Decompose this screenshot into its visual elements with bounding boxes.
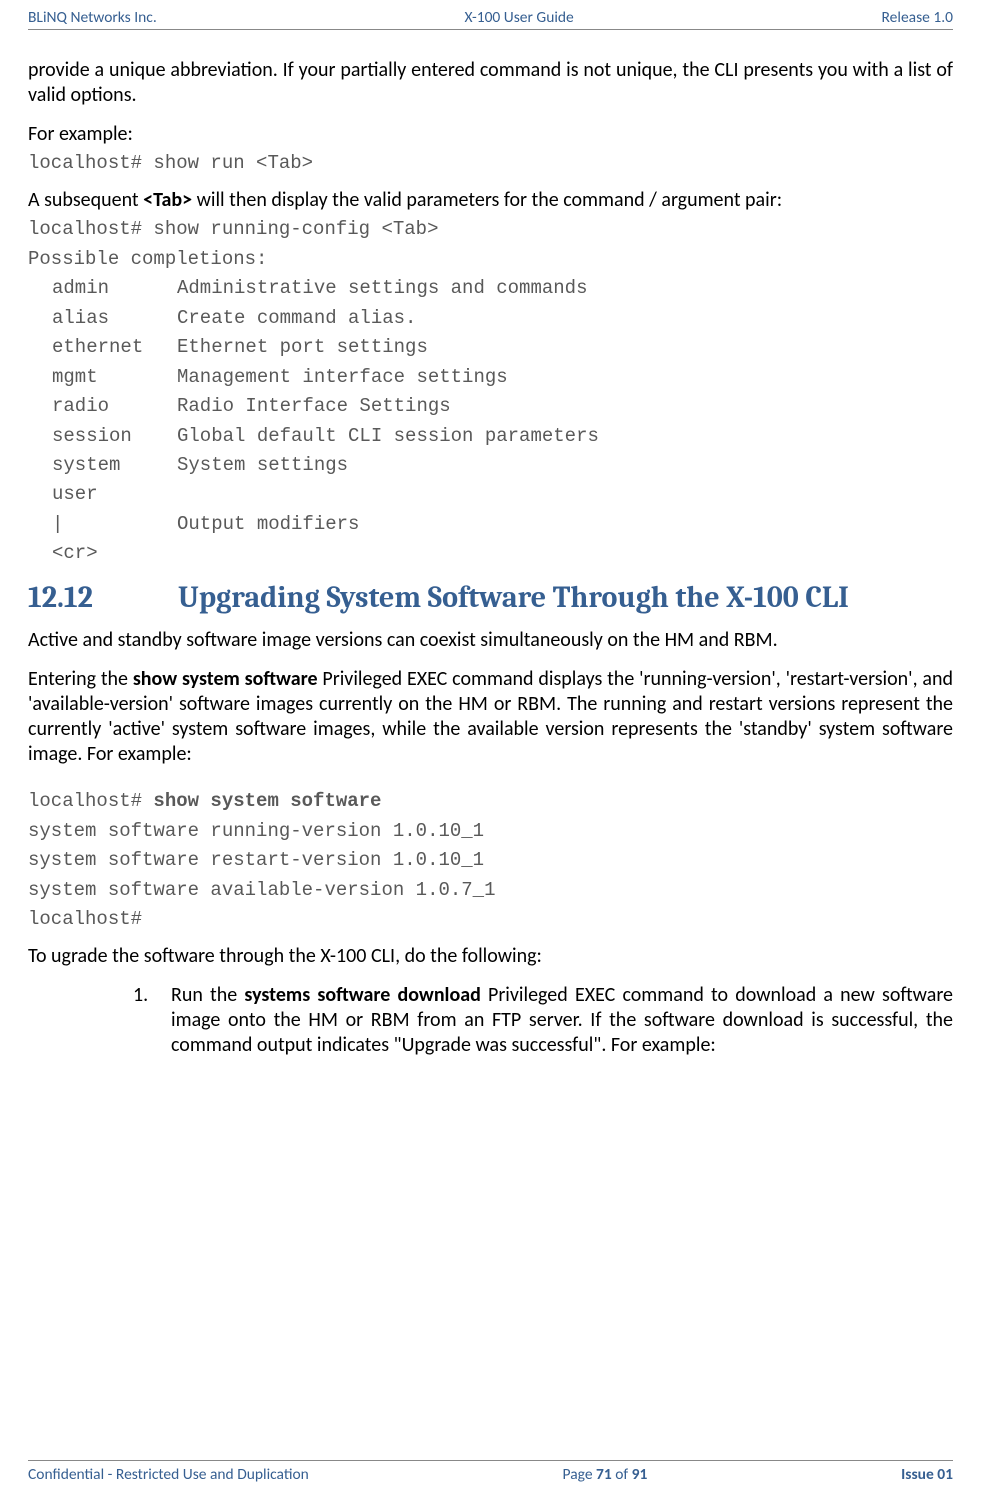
completion-keyword: user xyxy=(52,480,177,509)
current-page: 71 xyxy=(596,1465,612,1484)
completion-description: Global default CLI session parameters xyxy=(177,422,599,451)
footer-page-number: Page 71 of 91 xyxy=(563,1465,648,1484)
completion-keyword: admin xyxy=(52,274,177,303)
completion-keyword: <cr> xyxy=(52,539,177,568)
paragraph: To ugrade the software through the X-100… xyxy=(28,944,953,969)
command: show system software xyxy=(153,790,381,812)
code-block: localhost# show running-config <Tab> Pos… xyxy=(28,215,953,568)
paragraph: Entering the show system software Privil… xyxy=(28,667,953,767)
footer-confidential: Confidential - Restricted Use and Duplic… xyxy=(28,1465,309,1484)
text: will then display the valid parameters f… xyxy=(192,188,782,212)
paragraph: Active and standby software image versio… xyxy=(28,628,953,653)
footer-issue: Issue 01 xyxy=(901,1465,953,1484)
header-rule xyxy=(28,29,953,30)
footer-rule xyxy=(28,1460,953,1461)
text: Page xyxy=(563,1465,596,1484)
code-line: localhost# show system software xyxy=(28,787,953,816)
completion-row: user xyxy=(28,480,953,509)
code-block: localhost# show system software system s… xyxy=(28,787,953,934)
completion-keyword: radio xyxy=(52,392,177,421)
completion-row: mgmtManagement interface settings xyxy=(28,363,953,392)
page-header: BLiNQ Networks Inc. X-100 User Guide Rel… xyxy=(0,0,981,29)
completion-description: Management interface settings xyxy=(177,363,508,392)
code-line: system software restart-version 1.0.10_1 xyxy=(28,846,953,875)
completion-description: System settings xyxy=(177,451,348,480)
completion-row: systemSystem settings xyxy=(28,451,953,480)
header-release: Release 1.0 xyxy=(882,8,953,27)
completion-row: adminAdministrative settings and command… xyxy=(28,274,953,303)
completion-keyword: mgmt xyxy=(52,363,177,392)
completion-row: |Output modifiers xyxy=(28,510,953,539)
footer-row: Confidential - Restricted Use and Duplic… xyxy=(0,1465,981,1488)
section-number: 12.12 xyxy=(28,579,178,617)
completion-keyword: session xyxy=(52,422,177,451)
header-company: BLiNQ Networks Inc. xyxy=(28,8,157,27)
completion-row: ethernetEthernet port settings xyxy=(28,333,953,362)
code-line: localhost# show run <Tab> xyxy=(28,149,953,178)
completion-keyword: ethernet xyxy=(52,333,177,362)
completion-keyword: alias xyxy=(52,304,177,333)
completion-row: <cr> xyxy=(28,539,953,568)
page: BLiNQ Networks Inc. X-100 User Guide Rel… xyxy=(0,0,981,1496)
list-body: Run the systems software download Privil… xyxy=(171,983,953,1058)
completion-keyword: system xyxy=(52,451,177,480)
example-label: For example: xyxy=(28,122,953,147)
page-content: provide a unique abbreviation. If your p… xyxy=(0,58,981,1058)
command-name: systems software download xyxy=(244,983,480,1007)
section-title: Upgrading System Software Through the X-… xyxy=(178,579,849,617)
completion-description: Radio Interface Settings xyxy=(177,392,451,421)
total-pages: 91 xyxy=(632,1465,648,1484)
section-heading: 12.12 Upgrading System Software Through … xyxy=(28,579,953,617)
ordered-list-item: 1. Run the systems software download Pri… xyxy=(28,983,953,1058)
paragraph: provide a unique abbreviation. If your p… xyxy=(28,58,953,108)
prompt: localhost# xyxy=(28,790,153,812)
paragraph: A subsequent <Tab> will then display the… xyxy=(28,188,953,213)
completion-row: radioRadio Interface Settings xyxy=(28,392,953,421)
code-line: system software running-version 1.0.10_1 xyxy=(28,817,953,846)
command-name: show system software xyxy=(133,667,318,691)
code-line: localhost# show running-config <Tab> xyxy=(28,215,953,244)
completion-description: Output modifiers xyxy=(177,510,359,539)
text: Run the xyxy=(171,983,244,1007)
completion-row: aliasCreate command alias. xyxy=(28,304,953,333)
completion-keyword: | xyxy=(52,510,177,539)
completion-row: sessionGlobal default CLI session parame… xyxy=(28,422,953,451)
code-line: system software available-version 1.0.7_… xyxy=(28,876,953,905)
completion-description: Ethernet port settings xyxy=(177,333,428,362)
list-number: 1. xyxy=(133,983,171,1058)
completion-description: Administrative settings and commands xyxy=(177,274,587,303)
code-line: localhost# xyxy=(28,905,953,934)
completion-description: Create command alias. xyxy=(177,304,416,333)
text: A subsequent xyxy=(28,188,143,212)
code-line: Possible completions: xyxy=(28,245,953,274)
header-doc-title: X-100 User Guide xyxy=(465,8,574,27)
text: Entering the xyxy=(28,667,133,691)
text: of xyxy=(612,1465,632,1484)
tab-key-label: <Tab> xyxy=(143,188,192,212)
page-footer: Confidential - Restricted Use and Duplic… xyxy=(0,1460,981,1488)
